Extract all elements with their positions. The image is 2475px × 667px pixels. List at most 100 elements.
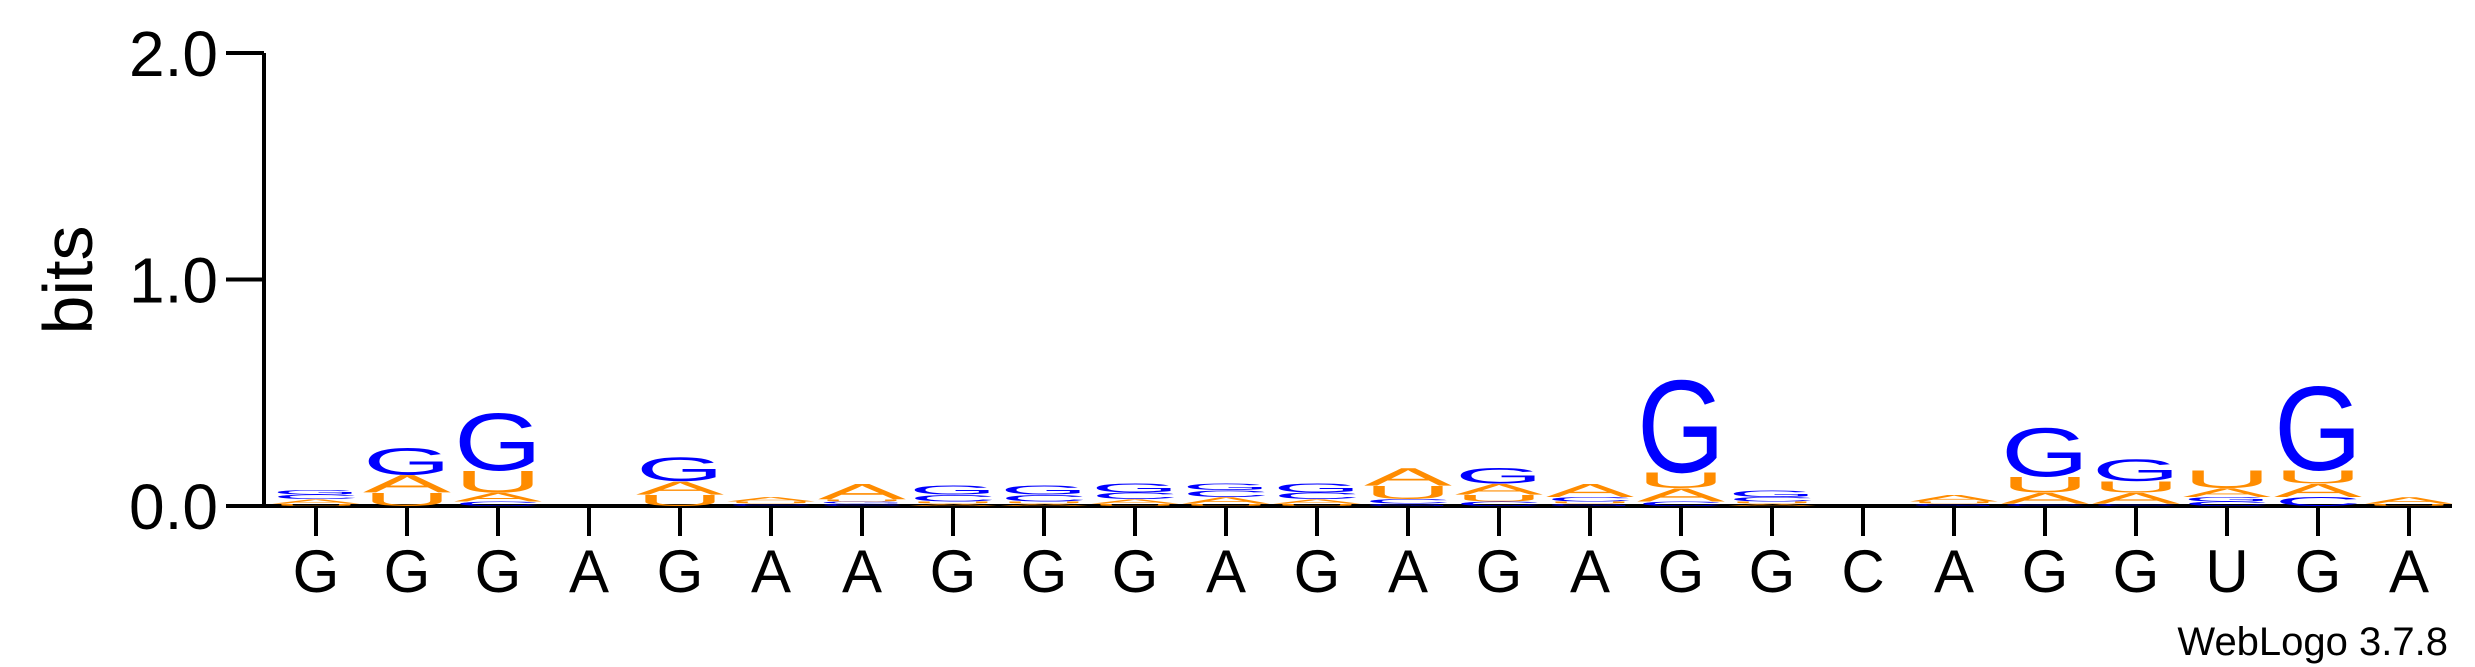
letter: U bbox=[2183, 465, 2271, 493]
letter: C bbox=[818, 503, 906, 506]
x-tick-label: G bbox=[1658, 538, 1705, 605]
letter: G bbox=[454, 397, 542, 488]
x-tick-label: G bbox=[1749, 538, 1796, 605]
letter: U bbox=[272, 503, 360, 506]
letter: G bbox=[1364, 503, 1452, 506]
x-tick-label: A bbox=[751, 538, 791, 605]
letter: A bbox=[1910, 493, 1999, 504]
letter: A bbox=[1273, 498, 1362, 505]
letter: A bbox=[2365, 495, 2454, 506]
letter: U bbox=[2001, 472, 2089, 497]
x-tick-label: A bbox=[1934, 538, 1974, 605]
letter: A bbox=[2183, 486, 2271, 500]
letter: U bbox=[363, 489, 451, 510]
letter: A bbox=[1364, 463, 1454, 491]
letter: C bbox=[1364, 498, 1452, 505]
x-tick-label: G bbox=[1021, 538, 1068, 605]
letter: C bbox=[909, 493, 997, 504]
letter: A bbox=[909, 503, 998, 506]
letter: U bbox=[2365, 503, 2453, 506]
letter: U bbox=[727, 501, 815, 504]
x-tick-label: A bbox=[1206, 538, 1246, 605]
letter: A bbox=[1455, 481, 1545, 498]
letter: U bbox=[909, 501, 997, 504]
letter: U bbox=[1273, 503, 1361, 506]
letter: U bbox=[818, 499, 906, 502]
letter: A bbox=[2092, 490, 2182, 507]
letter: C bbox=[454, 500, 542, 507]
letter: G bbox=[1091, 481, 1179, 495]
letter: U bbox=[1546, 501, 1634, 504]
x-tick-label: G bbox=[1294, 538, 1341, 605]
letter: G bbox=[2274, 363, 2362, 496]
letter: A bbox=[727, 496, 816, 503]
letter: G bbox=[363, 441, 451, 483]
letter: C bbox=[1455, 500, 1543, 507]
letter: G bbox=[2092, 453, 2180, 488]
x-tick-label: G bbox=[657, 538, 704, 605]
x-tick-label: G bbox=[1112, 538, 1159, 605]
x-tick-label: U bbox=[2205, 538, 2248, 605]
x-tick-label: C bbox=[1841, 538, 1884, 605]
letter: A bbox=[1091, 498, 1180, 505]
letter: G bbox=[2001, 414, 2089, 492]
letter: A bbox=[454, 490, 542, 504]
letter: C bbox=[1000, 493, 1088, 504]
x-tick-label: A bbox=[842, 538, 882, 605]
letter: G bbox=[909, 483, 997, 497]
letter: U bbox=[636, 492, 724, 509]
x-tick-label: A bbox=[1570, 538, 1610, 605]
letter: U bbox=[1910, 501, 1998, 504]
letter: C bbox=[1546, 496, 1634, 503]
letter: G bbox=[1637, 352, 1725, 500]
letter: U bbox=[2274, 466, 2362, 487]
letter: G bbox=[1728, 488, 1816, 499]
y-tick-label: 2.0 bbox=[129, 18, 218, 90]
x-tick-label: A bbox=[2389, 538, 2429, 605]
letter: C bbox=[2092, 503, 2180, 506]
letter: U bbox=[1728, 501, 1816, 504]
letter: A bbox=[1182, 495, 1271, 506]
y-axis-label: bits bbox=[29, 226, 107, 335]
x-tick-label: A bbox=[1388, 538, 1428, 605]
letter: G bbox=[1182, 482, 1270, 493]
credit: WebLogo 3.7.8 bbox=[2177, 620, 2448, 664]
y-tick-label: 1.0 bbox=[129, 245, 218, 317]
letter: U bbox=[1364, 482, 1452, 503]
letter: C bbox=[1091, 491, 1179, 502]
letter: U bbox=[1637, 468, 1725, 493]
letter: C bbox=[272, 494, 360, 501]
letter: A bbox=[1637, 485, 1726, 506]
letter: G bbox=[1910, 503, 1998, 506]
x-tick-label: G bbox=[2295, 538, 2342, 605]
letter: U bbox=[1000, 501, 1088, 504]
letter: C bbox=[1273, 491, 1361, 502]
letter: C bbox=[1728, 496, 1816, 503]
letter: G bbox=[1000, 483, 1088, 497]
letter: A bbox=[2001, 490, 2091, 507]
x-tick-label: G bbox=[293, 538, 340, 605]
letter: A bbox=[1546, 480, 1635, 501]
x-tick-label: A bbox=[569, 538, 609, 605]
x-tick-label: G bbox=[384, 538, 431, 605]
x-tick-label: G bbox=[2113, 538, 2160, 605]
letter: G bbox=[636, 450, 724, 489]
letter: G bbox=[1546, 503, 1634, 506]
letter: A bbox=[1728, 503, 1817, 506]
letter: C bbox=[2274, 495, 2362, 509]
letter: A bbox=[636, 478, 725, 499]
letter: A bbox=[1000, 503, 1089, 506]
letter: U bbox=[2092, 478, 2180, 495]
letter: A bbox=[272, 498, 361, 505]
letter: C bbox=[2183, 500, 2271, 507]
letter: C bbox=[2001, 503, 2089, 506]
x-tick-label: G bbox=[475, 538, 522, 605]
letter: G bbox=[818, 501, 906, 504]
letter: A bbox=[363, 469, 453, 497]
letter: U bbox=[1091, 503, 1179, 506]
letter: A bbox=[818, 479, 906, 504]
letter: U bbox=[454, 464, 542, 499]
x-tick-label: G bbox=[2022, 538, 2069, 605]
letter: C bbox=[1637, 500, 1725, 507]
